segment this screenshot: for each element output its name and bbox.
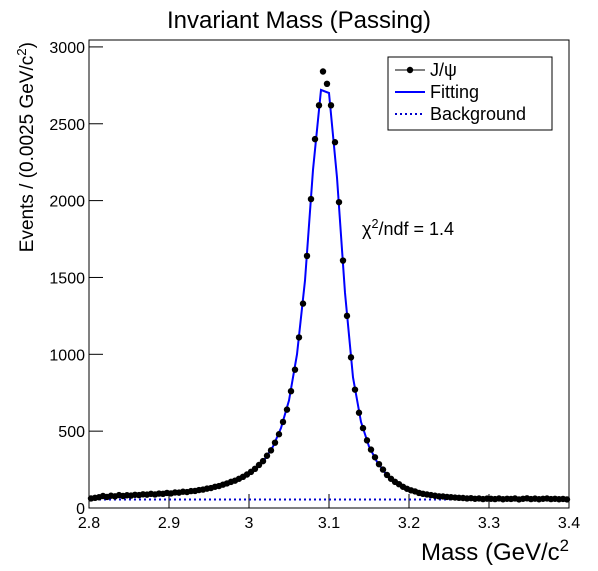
y-axis-label-part: ) — [17, 42, 38, 48]
data-point — [319, 68, 327, 75]
x-axis-label-part: Mass (GeV/c — [421, 539, 560, 566]
data-point — [327, 102, 335, 109]
y-axis-label: Events / (0.0025 GeV/c2) — [14, 42, 39, 252]
data-point — [303, 252, 311, 260]
data-point — [315, 102, 323, 109]
data-point — [355, 409, 363, 416]
data-point — [279, 418, 287, 426]
y-tick-label: 500 — [58, 424, 85, 441]
data-point — [291, 366, 299, 373]
data-point — [323, 80, 331, 88]
data-point — [359, 424, 367, 432]
legend-box — [387, 56, 553, 131]
data-point — [347, 354, 355, 361]
y-axis-label-part: 2 — [14, 48, 29, 55]
y-axis-label-part: Events / (0.0025 GeV/c — [17, 56, 38, 252]
data-point — [383, 471, 391, 479]
x-tick-label: 3.1 — [318, 515, 340, 532]
data-point — [367, 446, 375, 453]
data-point — [267, 447, 275, 454]
data-point — [255, 461, 263, 469]
data-point — [287, 387, 295, 395]
y-tick-label: 1000 — [49, 347, 85, 364]
data-point — [263, 452, 271, 459]
data-point — [363, 437, 371, 444]
data-point — [311, 135, 319, 143]
legend-label: Background — [430, 104, 526, 124]
data-point — [307, 195, 315, 203]
data-point — [343, 312, 351, 320]
data-point — [299, 300, 307, 307]
annotation-part: 2 — [371, 217, 378, 231]
data-point — [379, 466, 387, 473]
data-point — [563, 496, 571, 503]
data-point — [271, 439, 279, 446]
y-tick-label: 2000 — [49, 194, 85, 211]
x-tick-label: 3 — [245, 515, 254, 532]
data-point — [295, 334, 303, 341]
annotation-part: χ — [362, 219, 372, 239]
x-tick-label: 2.9 — [158, 515, 180, 532]
y-tick-label: 1500 — [49, 270, 85, 287]
x-tick-label: 3.4 — [558, 515, 580, 532]
annotation-part: /ndf = 1.4 — [378, 219, 454, 239]
legend-swatch-marker — [406, 66, 414, 74]
chart-title: Invariant Mass (Passing) — [167, 7, 431, 34]
y-tick-label: 3000 — [49, 40, 85, 57]
annotation: χ2/ndf = 1.4 — [362, 217, 454, 239]
y-tick-label: 2500 — [49, 117, 85, 134]
x-axis-label-part: 2 — [560, 536, 569, 555]
x-tick-label: 3.3 — [478, 515, 500, 532]
y-tick-label: 0 — [76, 501, 85, 518]
data-point — [339, 257, 347, 264]
data-point — [375, 460, 383, 468]
data-point — [331, 139, 339, 146]
legend-label: Fitting — [430, 82, 479, 102]
data-point — [371, 454, 379, 461]
data-point — [335, 198, 343, 206]
data-point — [251, 465, 259, 473]
x-tick-label: 2.8 — [78, 515, 100, 532]
data-point — [351, 386, 359, 393]
data-point — [275, 431, 283, 438]
legend-label: J/ψ — [430, 60, 457, 80]
x-axis-label: Mass (GeV/c2 — [421, 536, 569, 567]
data-point — [283, 406, 291, 413]
data-point — [259, 457, 267, 465]
x-tick-label: 3.2 — [398, 515, 420, 532]
